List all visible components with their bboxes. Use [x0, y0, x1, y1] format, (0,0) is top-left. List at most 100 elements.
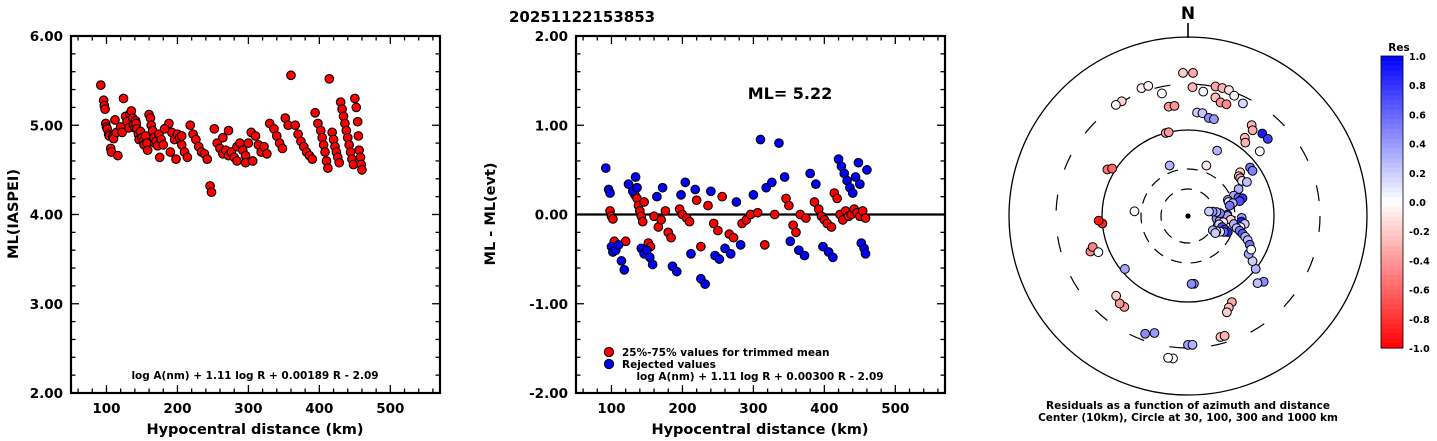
x-tick-label: 300 [234, 401, 262, 417]
polar-data-point [1178, 67, 1188, 78]
colorbar-segment [1381, 221, 1403, 227]
polar-data-point [1262, 134, 1273, 144]
colorbar-tick-labels: 1.0 0.8 0.6 0.4 0.2 0.0 -0.2 -0.4 -0.6 -0.8 -1.0 [1409, 52, 1430, 355]
colorbar-segment [1381, 202, 1403, 208]
colorbar-segment [1381, 299, 1403, 305]
polar-data-point [1169, 100, 1180, 111]
data-point [310, 107, 320, 118]
data-point [637, 216, 648, 227]
data-point [247, 156, 258, 166]
data-point [182, 152, 193, 163]
data-point [847, 188, 858, 198]
data-point [110, 115, 120, 125]
data-point [352, 116, 363, 127]
panel2-data-points [600, 134, 872, 289]
polar-data-point [1224, 200, 1235, 211]
colorbar-segment [1381, 177, 1403, 184]
polar-data-points [1085, 67, 1273, 364]
y-tick-label: 1.00 [535, 118, 568, 134]
data-point [731, 197, 742, 207]
colorbar-tick-label: -0.4 [1409, 256, 1430, 267]
colorbar-segment [1381, 250, 1403, 257]
polar-data-point [1187, 82, 1198, 93]
polar-data-point [1212, 145, 1223, 156]
polar-ring-dashed [1055, 83, 1321, 349]
polar-data-point [1240, 137, 1251, 148]
data-point [262, 148, 272, 159]
colorbar-segment [1381, 60, 1403, 67]
data-point [165, 147, 176, 157]
data-point [323, 163, 333, 173]
colorbar-segment [1381, 187, 1403, 193]
data-point [117, 127, 127, 138]
data-point [176, 131, 187, 141]
polar-data-point [1143, 81, 1154, 91]
colorbar-title: Res [1388, 42, 1409, 54]
colorbar-segment [1381, 133, 1403, 140]
colorbar-segment [1381, 138, 1403, 145]
colorbar-tick-label: 0.0 [1409, 198, 1426, 209]
figure-title: 20251122153853 [509, 8, 655, 26]
data-point [725, 248, 736, 259]
colorbar-tick-label: 0.6 [1409, 110, 1426, 121]
colorbar-tick-label: -0.6 [1409, 286, 1430, 297]
colorbar-segment [1381, 104, 1403, 111]
colorbar-segment [1381, 75, 1403, 81]
data-point [324, 73, 335, 84]
colorbar-segment [1381, 236, 1403, 242]
data-point [676, 190, 686, 200]
data-point [748, 190, 759, 200]
y-tick-label: 3.00 [30, 297, 63, 313]
polar-data-point [1246, 244, 1257, 255]
colorbar-segment [1381, 85, 1403, 91]
data-point [250, 131, 261, 141]
data-point [351, 102, 362, 113]
data-point [686, 248, 696, 259]
colorbar-segment [1381, 328, 1403, 334]
colorbar-segment [1381, 284, 1403, 291]
data-point [185, 120, 196, 131]
data-point [209, 123, 220, 134]
colorbar-segment [1381, 240, 1403, 247]
data-point [832, 193, 842, 204]
data-point [307, 154, 318, 165]
data-point [639, 197, 649, 207]
data-point [159, 123, 170, 134]
residual-vs-distance-plot: 100 200 300 400 500 -2.00 -1.00 0.00 1.00 2.00 ML… [483, 29, 947, 438]
colorbar-segment [1381, 124, 1403, 130]
data-point [735, 239, 746, 250]
data-point [232, 156, 242, 166]
colorbar-segment [1381, 255, 1403, 261]
colorbar-segment [1381, 153, 1403, 159]
data-point [223, 125, 234, 136]
polar-data-point [1110, 100, 1121, 110]
data-point [656, 215, 667, 225]
data-point [766, 177, 777, 188]
colorbar-segment [1381, 163, 1403, 169]
data-point [286, 70, 296, 81]
data-point [684, 216, 695, 227]
legend-label: Rejected values [622, 359, 716, 371]
colorbar-segment [1381, 275, 1403, 281]
data-point [691, 195, 702, 206]
colorbar-segment [1381, 260, 1403, 266]
colorbar-segment [1381, 143, 1403, 150]
panel2-x-axis-label: Hypocentral distance (km) [651, 422, 868, 438]
colorbar-tick-label: -0.8 [1409, 315, 1430, 326]
colorbar-segment [1381, 318, 1403, 325]
polar-caption-line1: Residuals as a function of azimuth and d… [1046, 400, 1330, 412]
polar-data-point [1120, 264, 1130, 274]
colorbar-segment [1381, 304, 1403, 310]
data-point [703, 200, 713, 211]
data-point [713, 225, 723, 236]
data-point [218, 132, 228, 143]
data-point [850, 172, 861, 182]
data-point [206, 187, 217, 198]
north-label: N [1181, 4, 1195, 24]
polar-data-point [1247, 125, 1258, 136]
data-point [779, 172, 790, 182]
data-point [700, 279, 711, 289]
data-point [708, 218, 719, 229]
data-point [112, 150, 123, 161]
data-point [714, 254, 725, 264]
